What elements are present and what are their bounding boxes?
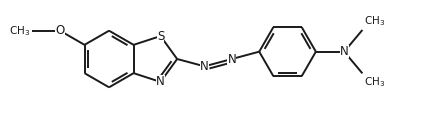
Text: N: N	[340, 45, 349, 58]
Text: CH$_3$: CH$_3$	[9, 24, 30, 38]
Text: S: S	[157, 30, 164, 43]
Text: N: N	[228, 53, 236, 65]
Text: N: N	[156, 75, 165, 88]
Text: N: N	[200, 60, 209, 73]
Text: CH$_3$: CH$_3$	[364, 75, 385, 89]
Text: O: O	[56, 24, 65, 37]
Text: CH$_3$: CH$_3$	[364, 15, 385, 28]
